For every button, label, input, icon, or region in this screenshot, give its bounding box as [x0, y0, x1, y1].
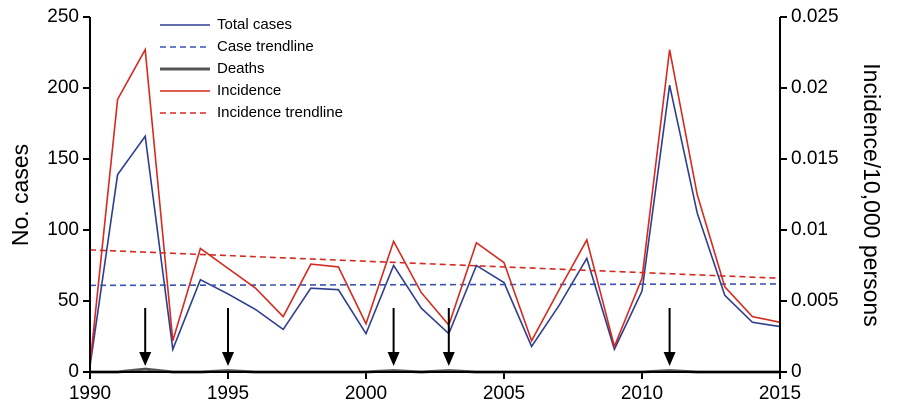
legend-label: Incidence trendline	[217, 104, 343, 121]
y2-tick-label: 0.005	[791, 290, 839, 311]
y-tick-label: 250	[47, 6, 79, 27]
arrow-head	[663, 352, 676, 366]
y-axis-label: No. cases	[7, 144, 33, 246]
series-line	[89, 283, 781, 287]
arrow-head	[139, 352, 152, 366]
y2-tick-label: 0	[791, 361, 802, 382]
x-tick-label: 2000	[345, 383, 387, 404]
x-tick-label: 2010	[621, 383, 663, 404]
x-tick-label: 1995	[207, 383, 249, 404]
series-line	[89, 249, 781, 280]
arrow-head	[387, 352, 400, 366]
legend-label: Case trendline	[217, 38, 314, 55]
arrow-head	[222, 352, 234, 366]
x-tick-label: 1990	[69, 383, 111, 404]
y-tick-label: 100	[47, 219, 79, 240]
x-tick-label: 2005	[483, 383, 525, 404]
series-line	[89, 84, 781, 367]
y-tick-label: 150	[47, 148, 79, 169]
legend-label: Total cases	[217, 16, 292, 33]
y2-tick-label: 0.01	[791, 219, 828, 240]
y-tick-label: 200	[47, 77, 79, 98]
y2-axis-label: Incidence/10,000 persons	[859, 63, 885, 326]
y2-tick-label: 0.025	[791, 6, 839, 27]
legend-label: Incidence	[217, 82, 281, 99]
y2-tick-label: 0.015	[791, 148, 839, 169]
legend-label: Deaths	[217, 60, 265, 77]
x-tick-label: 2015	[759, 383, 801, 404]
y-tick-label: 50	[58, 290, 79, 311]
series-line	[89, 47, 781, 365]
y2-tick-label: 0.02	[791, 77, 828, 98]
y-tick-label: 0	[68, 361, 79, 382]
arrow-head	[442, 352, 455, 366]
